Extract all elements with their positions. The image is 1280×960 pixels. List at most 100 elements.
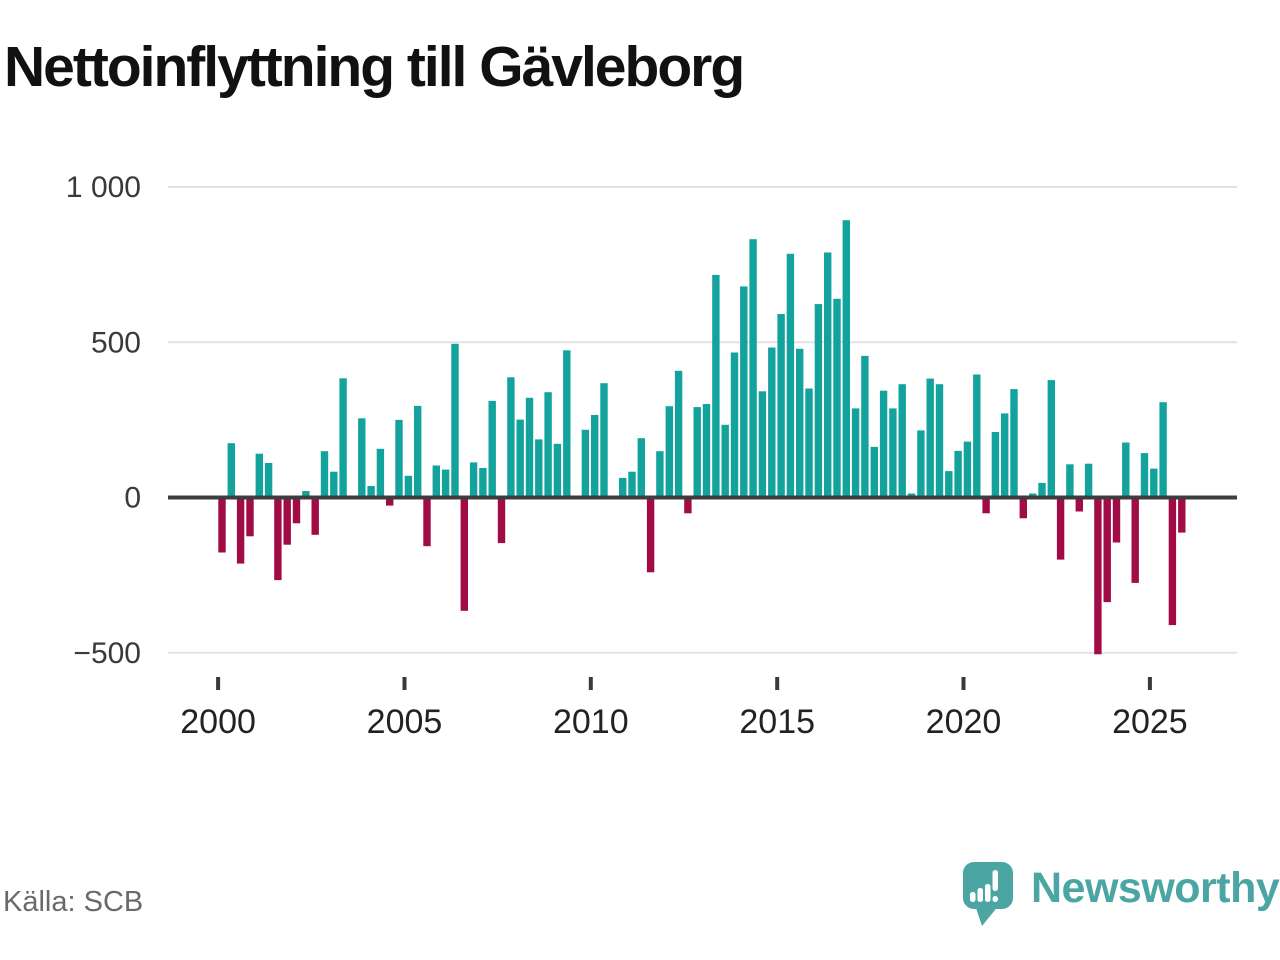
bar-2006-q4	[469, 462, 478, 498]
bar-2024-q4	[1140, 453, 1149, 498]
bar-2001-q1	[255, 453, 263, 498]
bar-2007-q3	[497, 497, 506, 544]
bar-2004-q1	[367, 486, 375, 498]
bar-2005-q1	[404, 475, 413, 498]
gridline--500	[168, 651, 1237, 654]
bar-2012-q4	[693, 407, 701, 498]
bar-2013-q4	[730, 352, 739, 498]
x-tick-label-2010: 2010	[553, 703, 629, 741]
x-tick-label-2025: 2025	[1112, 703, 1188, 741]
bar-2010-q2	[600, 383, 608, 498]
bar-2006-q3	[460, 497, 468, 611]
bar-2023-q1	[1075, 497, 1083, 512]
bar-2018-q2	[898, 384, 906, 498]
bar-2015-q3	[796, 348, 804, 498]
bar-2021-q1	[1001, 413, 1009, 498]
bar-2024-q1	[1112, 497, 1121, 543]
bar-2025-q2	[1159, 402, 1167, 498]
x-tick-label-2000: 2000	[180, 703, 256, 741]
bar-2000-q4	[246, 497, 254, 537]
bar-2024-q3	[1131, 497, 1139, 583]
bar-2006-q2	[451, 343, 459, 498]
bar-2010-q1	[591, 414, 599, 498]
bar-2022-q4	[1066, 464, 1074, 498]
bar-2013-q2	[712, 274, 720, 498]
bar-2022-q1	[1038, 482, 1046, 498]
bar-2010-q4	[619, 477, 627, 498]
bar-2005-q4	[432, 465, 440, 498]
chart-title: Nettoinflyttning till Gävleborg	[4, 35, 745, 99]
bar-2025-q4	[1178, 497, 1186, 533]
bar-2020-q1	[963, 441, 972, 498]
bar-2005-q3	[423, 497, 431, 547]
bar-2011-q4	[656, 451, 664, 498]
bar-2003-q1	[330, 471, 338, 498]
bar-2017-q4	[879, 390, 888, 498]
bar-2000-q3	[236, 497, 245, 564]
gridline-500	[168, 341, 1237, 344]
bar-2017-q2	[861, 355, 869, 498]
bar-2019-q2	[935, 384, 944, 498]
bar-2016-q1	[814, 304, 823, 498]
x-tick-2020	[961, 677, 966, 690]
bar-2015-q1	[777, 314, 785, 498]
bar-2019-q1	[926, 378, 934, 498]
bar-2025-q3	[1168, 497, 1177, 626]
y-tick-label-500: 500	[91, 326, 141, 359]
bar-2006-q1	[441, 469, 450, 498]
bar-2017-q3	[870, 446, 878, 498]
bar-2001-q4	[283, 497, 291, 545]
bar-2000-q2	[227, 443, 235, 498]
bar-2004-q4	[395, 419, 403, 498]
gridline-1000	[168, 186, 1237, 188]
bar-2008-q2	[525, 397, 534, 498]
x-tick-2025	[1147, 677, 1152, 690]
x-tick-2000	[216, 677, 221, 690]
newsworthy-logo-icon	[963, 862, 1013, 926]
bar-2014-q4	[768, 347, 776, 498]
bar-2020-q4	[991, 432, 1000, 498]
bar-2011-q2	[637, 438, 645, 498]
bar-2002-q1	[292, 497, 301, 524]
zero-axis-line	[168, 495, 1237, 500]
bar-2000-q1	[218, 497, 226, 553]
bar-2007-q1	[479, 468, 487, 498]
bar-2019-q4	[954, 450, 962, 498]
bar-2008-q4	[544, 392, 552, 498]
bar-2001-q2	[264, 463, 273, 498]
bar-2002-q2	[302, 491, 310, 498]
bar-2003-q2	[339, 378, 347, 498]
x-tick-label-2020: 2020	[926, 703, 1002, 741]
source-note: Källa: SCB	[3, 886, 144, 918]
y-tick-label--500: −500	[73, 637, 141, 670]
bar-2025-q1	[1150, 468, 1158, 498]
bar-2022-q2	[1047, 380, 1055, 498]
bar-2012-q3	[684, 497, 692, 514]
bar-2015-q4	[805, 388, 813, 498]
bar-2012-q2	[674, 370, 683, 498]
bar-2021-q2	[1010, 389, 1018, 498]
bar-2007-q4	[507, 377, 515, 498]
x-tick-label-2005: 2005	[367, 703, 443, 741]
x-tick-2015	[775, 677, 780, 690]
bar-2020-q3	[982, 497, 990, 514]
bar-2009-q1	[553, 443, 562, 498]
bar-2015-q2	[786, 253, 795, 498]
bar-2021-q3	[1019, 497, 1027, 519]
y-tick-label-1000: 1 000	[66, 171, 141, 204]
x-tick-2010	[588, 677, 593, 690]
bar-2004-q3	[386, 497, 394, 506]
bar-2016-q2	[824, 252, 832, 498]
bar-2011-q3	[646, 497, 655, 573]
bar-2014-q2	[749, 239, 757, 498]
bar-2011-q1	[628, 471, 636, 498]
bar-2003-q4	[358, 418, 366, 498]
bar-2018-q4	[917, 430, 925, 498]
bar-2023-q2	[1084, 463, 1093, 498]
bar-2014-q3	[758, 391, 767, 498]
brand-name: Newsworthy	[1031, 864, 1280, 912]
bar-2017-q1	[851, 408, 860, 498]
bar-2024-q2	[1122, 442, 1130, 498]
